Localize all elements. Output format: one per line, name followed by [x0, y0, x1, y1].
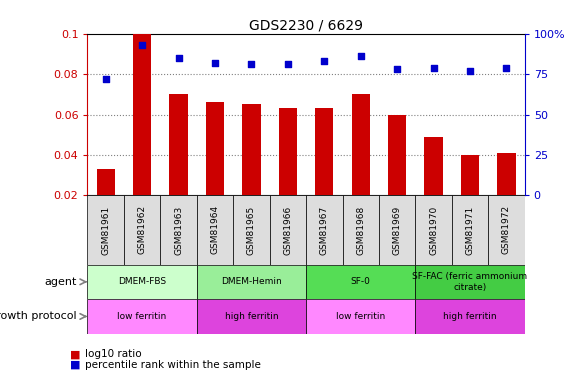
Text: GSM81972: GSM81972 — [502, 206, 511, 255]
Bar — [170, 94, 188, 195]
Bar — [461, 155, 479, 195]
Bar — [196, 264, 306, 299]
Point — [247, 62, 256, 68]
Bar — [196, 299, 306, 334]
Text: GSM81967: GSM81967 — [320, 205, 329, 255]
Point — [101, 76, 110, 82]
Bar — [87, 299, 196, 334]
Text: GSM81961: GSM81961 — [101, 205, 110, 255]
Text: growth protocol: growth protocol — [0, 312, 76, 321]
Text: GSM81965: GSM81965 — [247, 205, 256, 255]
Point — [465, 68, 475, 74]
Bar — [306, 299, 415, 334]
Text: low ferritin: low ferritin — [118, 312, 167, 321]
Point — [283, 62, 293, 68]
Text: GSM81964: GSM81964 — [210, 206, 219, 255]
Text: ■: ■ — [70, 360, 80, 369]
Text: SF-FAC (ferric ammonium
citrate): SF-FAC (ferric ammonium citrate) — [413, 272, 528, 291]
Title: GDS2230 / 6629: GDS2230 / 6629 — [249, 19, 363, 33]
Text: GSM81969: GSM81969 — [393, 205, 402, 255]
Bar — [87, 264, 196, 299]
Bar — [279, 108, 297, 195]
Point — [210, 60, 220, 66]
Text: DMEM-Hemin: DMEM-Hemin — [221, 278, 282, 286]
Bar — [233, 195, 269, 264]
Text: ■: ■ — [70, 350, 80, 359]
Bar — [306, 195, 343, 264]
Bar — [379, 195, 415, 264]
Point — [356, 53, 366, 59]
Point — [429, 64, 438, 70]
Text: DMEM-FBS: DMEM-FBS — [118, 278, 166, 286]
Text: log10 ratio: log10 ratio — [85, 350, 141, 359]
Bar — [388, 114, 406, 195]
Text: high ferritin: high ferritin — [224, 312, 278, 321]
Bar — [489, 195, 525, 264]
Bar — [124, 195, 160, 264]
Bar — [133, 34, 151, 195]
Text: high ferritin: high ferritin — [443, 312, 497, 321]
Text: GSM81968: GSM81968 — [356, 205, 365, 255]
Bar — [415, 299, 525, 334]
Bar — [415, 195, 452, 264]
Text: percentile rank within the sample: percentile rank within the sample — [85, 360, 261, 369]
Bar — [497, 153, 515, 195]
Point — [138, 42, 147, 48]
Bar — [343, 195, 379, 264]
Text: SF-0: SF-0 — [351, 278, 371, 286]
Bar — [160, 195, 196, 264]
Bar — [415, 264, 525, 299]
Bar — [206, 102, 224, 195]
Bar — [87, 195, 124, 264]
Point — [502, 64, 511, 70]
Point — [319, 58, 329, 64]
Text: agent: agent — [44, 277, 76, 287]
Point — [174, 55, 183, 61]
Text: GSM81963: GSM81963 — [174, 205, 183, 255]
Bar — [315, 108, 333, 195]
Bar — [424, 137, 442, 195]
Bar — [452, 195, 489, 264]
Text: GSM81966: GSM81966 — [283, 205, 292, 255]
Bar — [196, 195, 233, 264]
Text: GSM81970: GSM81970 — [429, 205, 438, 255]
Text: low ferritin: low ferritin — [336, 312, 385, 321]
Bar — [269, 195, 306, 264]
Text: GSM81971: GSM81971 — [466, 205, 475, 255]
Bar — [306, 264, 415, 299]
Text: GSM81962: GSM81962 — [138, 206, 146, 255]
Point — [392, 66, 402, 72]
Bar — [352, 94, 370, 195]
Bar — [243, 104, 261, 195]
Bar — [97, 169, 115, 195]
